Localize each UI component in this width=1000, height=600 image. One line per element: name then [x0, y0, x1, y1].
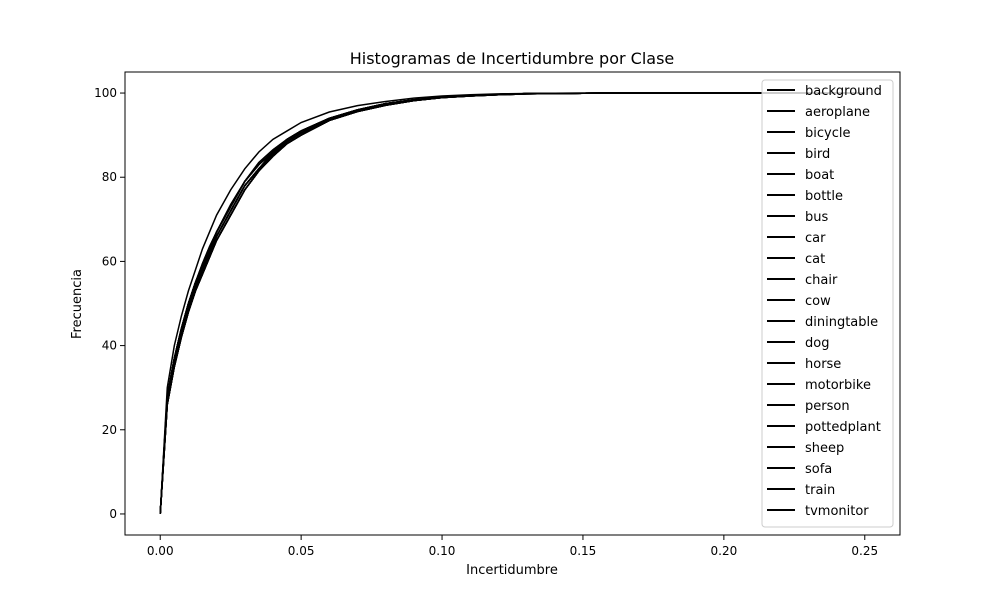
- x-tick-label: 0.10: [429, 544, 456, 558]
- legend-label-background: background: [805, 84, 882, 99]
- x-axis-label: Incertidumbre: [466, 563, 558, 578]
- legend-label-aeroplane: aeroplane: [805, 105, 870, 120]
- plot-frame: [124, 71, 901, 536]
- legend-label-bus: bus: [805, 210, 828, 225]
- legend: background aeroplane bicycle bird boat bottle…: [761, 79, 894, 528]
- chart-title: Histogramas de Incertidumbre por Clase: [350, 49, 675, 68]
- legend-label-boat: boat: [805, 168, 834, 183]
- y-tick-label: 40: [102, 339, 117, 353]
- x-axis-ticks: 0.00 0.05 0.10 0.15 0.20 0.25: [147, 535, 878, 558]
- y-tick-label: 60: [102, 254, 117, 268]
- x-tick-label: 0.00: [147, 544, 174, 558]
- legend-label-cow: cow: [805, 294, 831, 309]
- y-tick-label: 0: [109, 507, 117, 521]
- legend-label-chair: chair: [805, 273, 838, 288]
- legend-label-horse: horse: [805, 357, 841, 372]
- x-tick-label: 0.15: [570, 544, 597, 558]
- y-tick-label: 80: [102, 170, 117, 184]
- y-axis-label: Frecuencia: [70, 269, 85, 339]
- x-tick-label: 0.05: [288, 544, 315, 558]
- legend-label-person: person: [805, 399, 850, 414]
- x-tick-label: 0.20: [711, 544, 738, 558]
- legend-box: [761, 79, 894, 528]
- legend-label-diningtable: diningtable: [805, 315, 878, 330]
- legend-label-pottedplant: pottedplant: [805, 420, 881, 435]
- legend-label-bottle: bottle: [805, 189, 843, 204]
- legend-label-train: train: [805, 483, 835, 498]
- legend-label-bicycle: bicycle: [805, 126, 850, 141]
- legend-label-motorbike: motorbike: [805, 378, 871, 393]
- series-line-cat: [159, 92, 865, 514]
- series-line-tvmonitor: [159, 92, 865, 514]
- legend-label-sofa: sofa: [805, 462, 832, 477]
- legend-label-car: car: [805, 231, 826, 246]
- legend-label-bird: bird: [805, 147, 830, 162]
- y-axis-ticks: 0 20 40 60 80 100: [94, 86, 125, 521]
- legend-label-cat: cat: [805, 252, 825, 267]
- legend-label-dog: dog: [805, 336, 829, 351]
- y-tick-label: 100: [94, 86, 117, 100]
- legend-label-tvmonitor: tvmonitor: [805, 504, 869, 519]
- plot-lines: [159, 92, 865, 514]
- y-tick-label: 20: [102, 423, 117, 437]
- x-tick-label: 0.25: [851, 544, 878, 558]
- legend-label-sheep: sheep: [805, 441, 844, 456]
